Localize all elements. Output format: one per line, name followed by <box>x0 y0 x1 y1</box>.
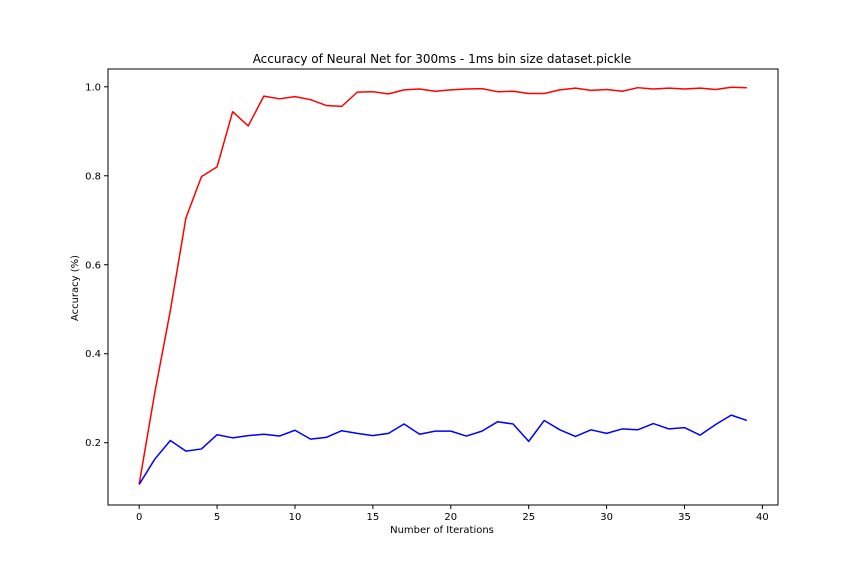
x-axis-label: Number of Iterations <box>390 525 494 536</box>
x-tick-label: 30 <box>600 512 613 523</box>
x-tick-label: 10 <box>289 512 302 523</box>
x-tick-label: 40 <box>756 512 769 523</box>
x-tick-label: 20 <box>444 512 457 523</box>
y-tick-label: 0.6 <box>85 260 101 271</box>
x-tick-label: 5 <box>214 512 220 523</box>
x-tick-label: 35 <box>678 512 691 523</box>
chart-title: Accuracy of Neural Net for 300ms - 1ms b… <box>253 52 632 66</box>
y-tick-label: 0.8 <box>85 171 101 182</box>
y-tick-label: 0.4 <box>85 349 101 360</box>
x-tick-label: 15 <box>367 512 380 523</box>
x-tick-label: 25 <box>522 512 535 523</box>
x-tick-label: 0 <box>136 512 142 523</box>
y-tick-label: 1.0 <box>85 82 101 93</box>
y-tick-label: 0.2 <box>85 438 101 449</box>
y-axis-label: Accuracy (%) <box>70 255 81 321</box>
